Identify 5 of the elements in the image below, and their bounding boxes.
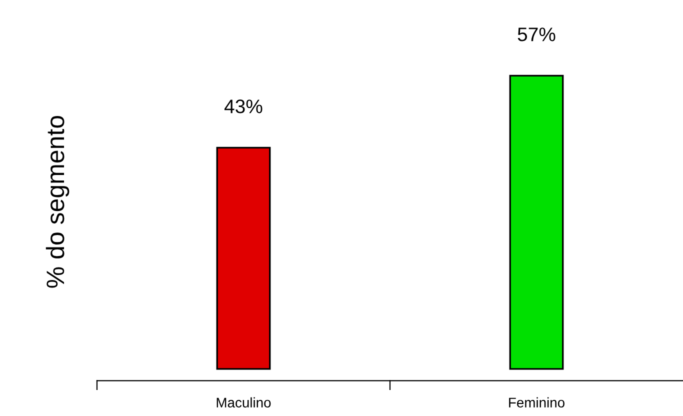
data-label: 43%: [224, 100, 262, 114]
x-tick-label: Maculino: [216, 397, 271, 408]
y-axis-title: % do segmento: [46, 116, 70, 288]
data-label: 57%: [518, 28, 556, 42]
x-tick-label: Feminino: [509, 397, 564, 408]
